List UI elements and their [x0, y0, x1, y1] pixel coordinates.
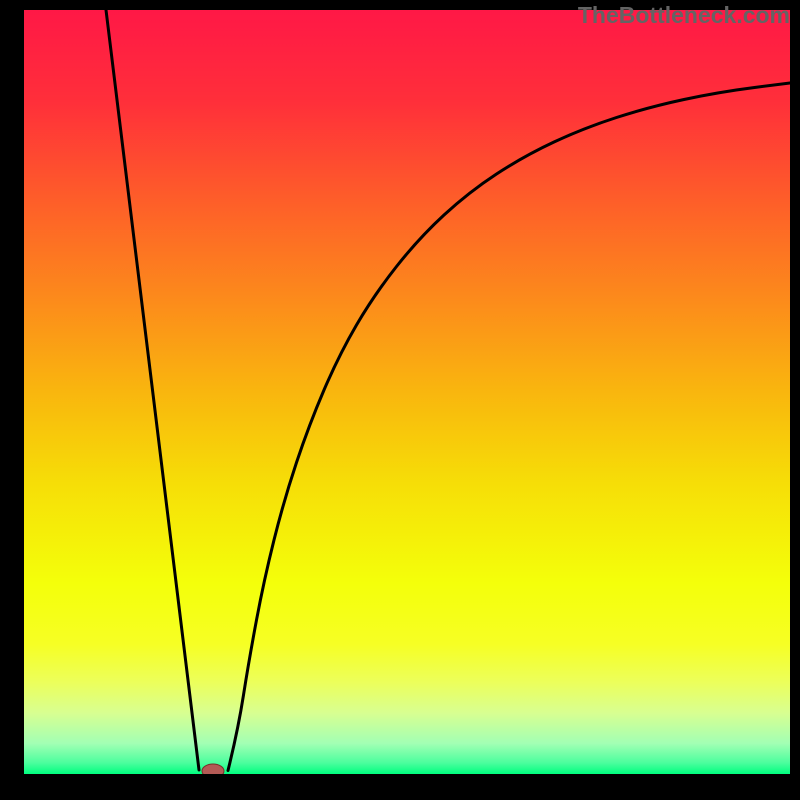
watermark-text: TheBottleneck.com: [578, 2, 790, 29]
gradient-background: [24, 10, 790, 774]
chart-container: TheBottleneck.com: [0, 0, 800, 800]
plot-area: [24, 10, 790, 774]
